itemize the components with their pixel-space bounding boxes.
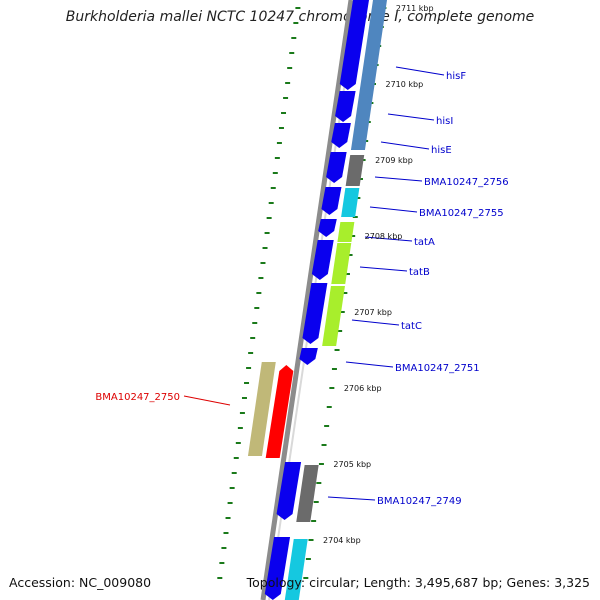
label-leader-line [369,206,418,213]
cog-color-bar [296,465,319,522]
cog-color-bar [322,286,345,346]
label-leader-line [395,66,445,76]
label-leader-line [345,361,394,368]
accession-label: Accession: NC_009080 [9,575,152,590]
forward-cds-arrow [335,91,356,122]
forward-cds-arrow [339,0,369,90]
gene-label-bma10247_2750: BMA10247_2750 [95,392,180,403]
label-leader-line [364,236,413,242]
forward-cds-arrow [276,462,302,520]
forward-cds-arrow [331,123,351,148]
topology-summary: Topology: circular; Length: 3,495,687 bp… [246,575,590,590]
gene-label-tatc: tatC [401,321,422,332]
gene-label-hise: hisE [431,145,452,156]
forward-cds-arrow [299,348,318,365]
scale-label: 2707 kbp [354,308,392,317]
cog-color-bar [341,188,360,217]
scale-label: 2705 kbp [333,460,371,469]
reverse-cds-arrow [265,365,294,458]
gene-features [247,0,387,600]
scale-labels: 2711 kbp 2710 kbp 2709 kbp 2708 kbp 2707 kbp… [323,4,434,545]
label-leader-line [351,319,400,326]
scale-label: 2710 kbp [385,80,423,89]
cog-color-bar [345,155,365,186]
scale-label: 2708 kbp [365,232,403,241]
cog-color-bar [331,243,352,284]
label-leader-line [380,141,430,150]
reverse-cog-bar [247,362,276,456]
label-leader-line [387,113,435,121]
forward-cds-arrow [264,537,291,600]
gene-label-tata: tatA [414,237,435,248]
gene-label-bma10247_2751: BMA10247_2751 [395,363,480,374]
scale-label: 2706 kbp [344,384,382,393]
gene-label-hisi: hisI [436,116,453,127]
map-title: Burkholderia mallei NCTC 10247 chromosom… [65,9,535,25]
gene-label-bma10247_2756: BMA10247_2756 [424,177,509,188]
cog-color-bar [350,0,387,150]
forward-cds-arrow [311,240,334,280]
label-leader-line [359,266,408,272]
cog-color-bar [284,539,308,600]
scale-label: 2709 kbp [375,156,413,165]
label-leader-line [374,176,423,182]
forward-cds-arrow [321,187,342,215]
scale-label: 2704 kbp [323,536,361,545]
label-leader-line [327,496,376,501]
scale-label: 2711 kbp [396,4,434,13]
label-leader-line [183,395,231,406]
gene-label-tatb: tatB [409,267,430,278]
backbone-line [260,0,354,600]
forward-cds-arrow [302,283,328,344]
gene-label-hisf: hisF [446,71,466,82]
gene-labels: hisF hisI hisE BMA10247_2756 BMA10247_2755ta… [95,66,509,507]
gene-label-bma10247_2755: BMA10247_2755 [419,208,504,219]
forward-cds-arrow [318,219,337,237]
cog-color-bar [337,222,355,242]
gene-label-bma10247_2749: BMA10247_2749 [377,496,462,507]
forward-cds-arrow [326,152,347,183]
